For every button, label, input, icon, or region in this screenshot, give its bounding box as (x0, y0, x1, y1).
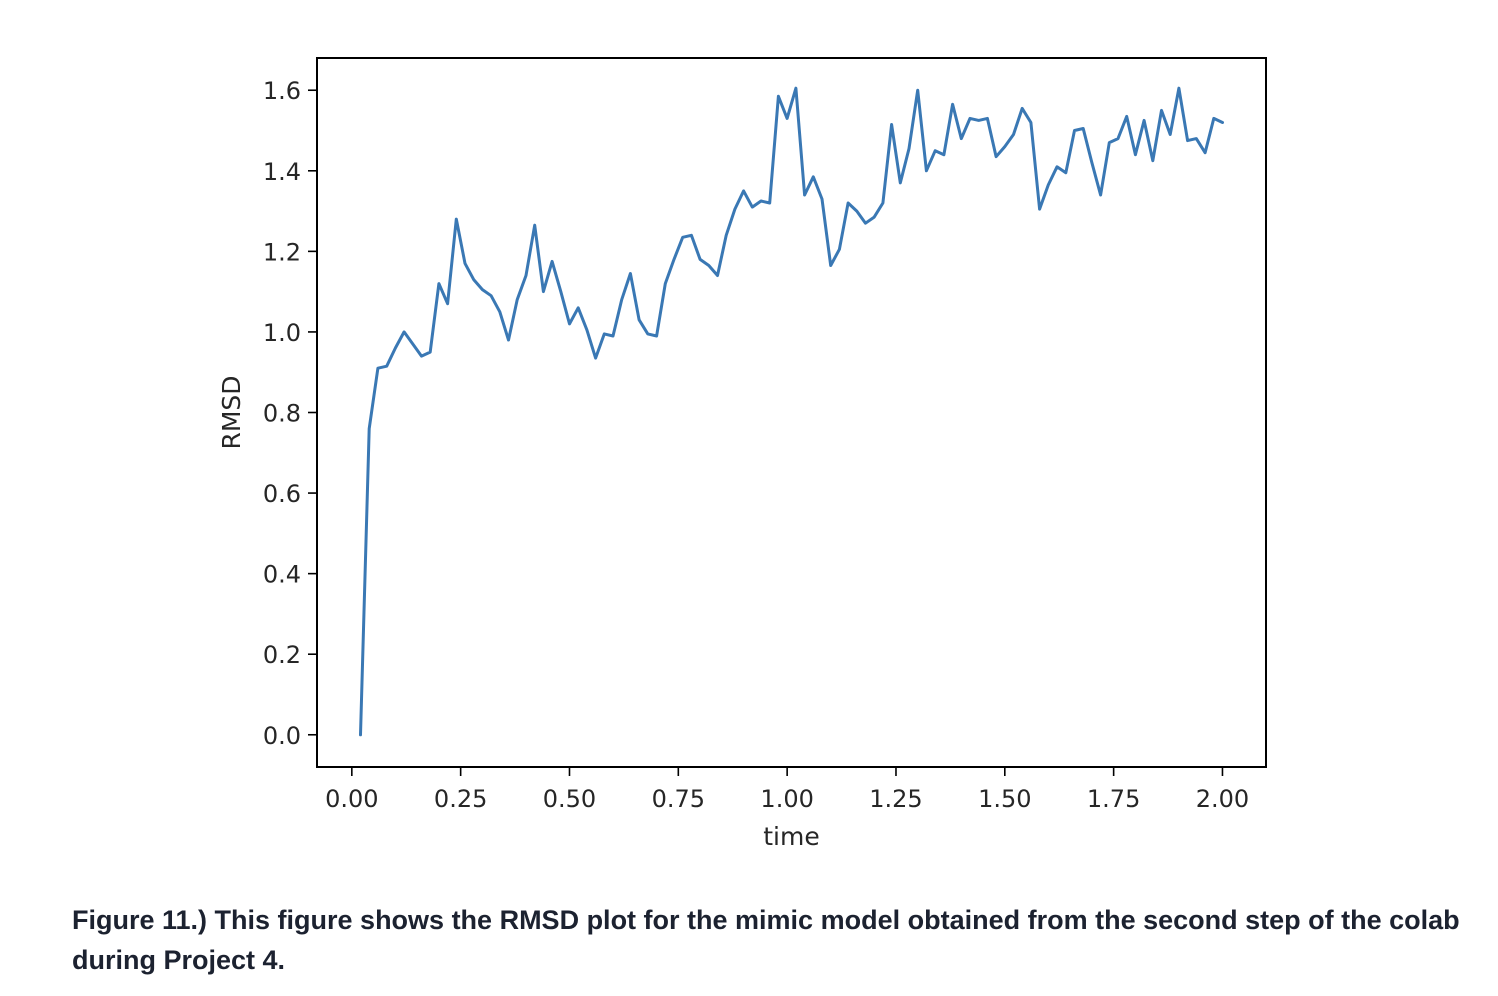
y-tick-label: 0.4 (263, 561, 301, 589)
x-tick-label: 1.00 (760, 785, 813, 813)
figure-caption: Figure 11.) This figure shows the RMSD p… (72, 905, 1460, 975)
x-tick-label: 0.75 (652, 785, 705, 813)
rmsd-line-chart: 0.00 0.25 0.50 0.75 1.00 1.25 1.50 1.75 2.00 0.0… (217, 57, 1267, 851)
y-axis-ticks: 0.0 0.2 0.4 0.6 0.8 1.0 1.2 1.4 1.6 (263, 77, 317, 750)
y-tick-label: 0.6 (263, 480, 301, 508)
y-tick-label: 1.0 (263, 319, 301, 347)
plot-axes (316, 57, 1267, 768)
x-tick-label: 1.50 (978, 785, 1031, 813)
x-tick-label: 0.25 (434, 785, 487, 813)
x-tick-label: 1.75 (1087, 785, 1140, 813)
y-tick-label: 0.2 (263, 641, 301, 669)
plot-frame (316, 57, 1267, 768)
y-tick-label: 0.8 (263, 400, 301, 428)
x-tick-label: 1.25 (869, 785, 922, 813)
y-tick-label: 1.6 (263, 77, 301, 105)
series-line-0 (359, 86, 1224, 737)
x-tick-label: 0.50 (543, 785, 596, 813)
x-axis-label: time (763, 822, 819, 851)
x-tick-label: 0.00 (325, 785, 378, 813)
x-tick-label: 2.00 (1196, 785, 1249, 813)
x-axis-ticks: 0.00 0.25 0.50 0.75 1.00 1.25 1.50 1.75 2.00 (325, 767, 1249, 813)
y-axis-label: RMSD (217, 375, 246, 449)
y-tick-label: 1.2 (263, 238, 301, 266)
y-tick-label: 0.0 (263, 722, 301, 750)
series-group (359, 86, 1224, 737)
y-tick-label: 1.4 (263, 158, 301, 186)
